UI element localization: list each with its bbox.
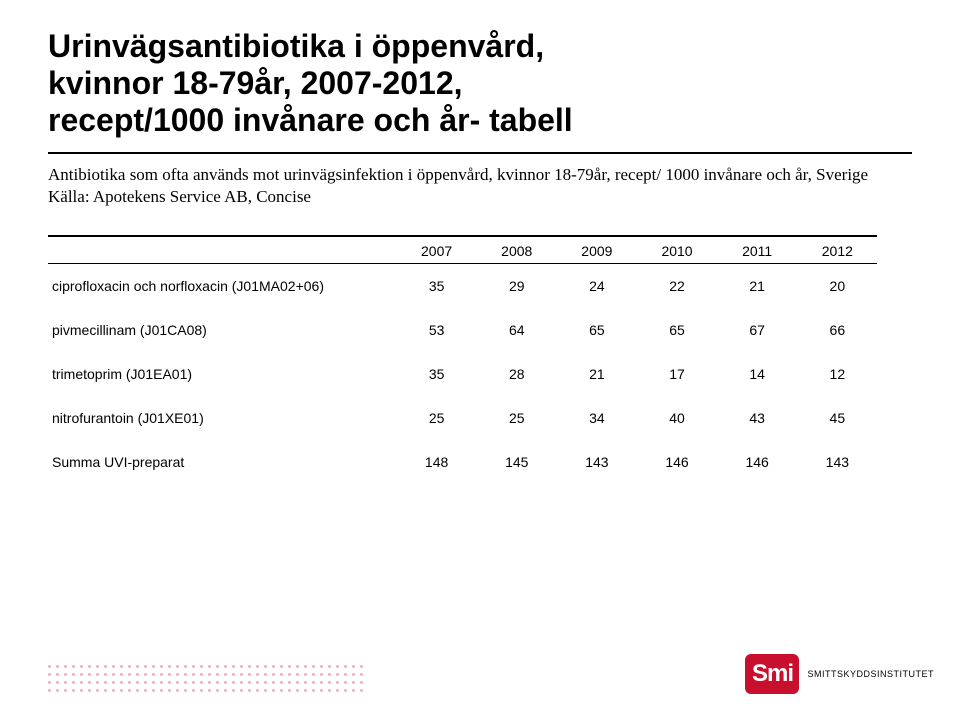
table-top-rule (48, 235, 877, 237)
subtitle-line-2: Källa: Apotekens Service AB, Concise (48, 186, 912, 207)
data-table-wrap: 2007 2008 2009 2010 2011 2012 ciprofloxa… (48, 235, 877, 484)
smi-logo-mark-text: Smi (752, 660, 793, 688)
row-label: nitrofurantoin (J01XE01) (48, 396, 397, 440)
table-row: trimetoprim (J01EA01) 35 28 21 17 14 12 (48, 352, 877, 396)
cell: 66 (797, 308, 877, 352)
cell: 22 (637, 263, 717, 308)
cell: 148 (397, 440, 477, 484)
data-table: 2007 2008 2009 2010 2011 2012 ciprofloxa… (48, 239, 877, 484)
cell: 143 (797, 440, 877, 484)
smi-logo-subtext: SMITTSKYDDSINSTITUTET (807, 669, 934, 679)
cell: 65 (637, 308, 717, 352)
cell: 12 (797, 352, 877, 396)
title-line-2: kvinnor 18-79år, 2007-2012, (48, 65, 912, 102)
slide-title: Urinvägsantibiotika i öppenvård, kvinnor… (48, 28, 912, 138)
cell: 35 (397, 352, 477, 396)
table-head: 2007 2008 2009 2010 2011 2012 (48, 239, 877, 264)
table-body: ciprofloxacin och norfloxacin (J01MA02+0… (48, 263, 877, 484)
subtitle-line-1: Antibiotika som ofta används mot urinväg… (48, 164, 912, 185)
cell: 29 (477, 263, 557, 308)
cell: 45 (797, 396, 877, 440)
cell: 21 (557, 352, 637, 396)
table-row: Summa UVI-preparat 148 145 143 146 146 1… (48, 440, 877, 484)
header-year-0: 2007 (397, 239, 477, 264)
title-line-1: Urinvägsantibiotika i öppenvård, (48, 28, 912, 65)
header-year-1: 2008 (477, 239, 557, 264)
cell: 25 (397, 396, 477, 440)
slide-footer: Smi SMITTSKYDDSINSTITUTET (0, 638, 960, 694)
table-row: ciprofloxacin och norfloxacin (J01MA02+0… (48, 263, 877, 308)
header-year-3: 2010 (637, 239, 717, 264)
cell: 65 (557, 308, 637, 352)
row-label: ciprofloxacin och norfloxacin (J01MA02+0… (48, 263, 397, 308)
cell: 20 (797, 263, 877, 308)
cell: 21 (717, 263, 797, 308)
header-year-4: 2011 (717, 239, 797, 264)
table-header-row: 2007 2008 2009 2010 2011 2012 (48, 239, 877, 264)
cell: 64 (477, 308, 557, 352)
cell: 25 (477, 396, 557, 440)
header-year-2: 2009 (557, 239, 637, 264)
cell: 143 (557, 440, 637, 484)
header-year-5: 2012 (797, 239, 877, 264)
cell: 43 (717, 396, 797, 440)
cell: 145 (477, 440, 557, 484)
smi-logo: Smi SMITTSKYDDSINSTITUTET (745, 654, 934, 694)
cell: 34 (557, 396, 637, 440)
cell: 35 (397, 263, 477, 308)
footer-dots-pattern (48, 665, 365, 694)
cell: 17 (637, 352, 717, 396)
title-line-3: recept/1000 invånare och år- tabell (48, 102, 912, 139)
title-divider (48, 152, 912, 154)
cell: 146 (717, 440, 797, 484)
subtitle-block: Antibiotika som ofta används mot urinväg… (48, 164, 912, 207)
cell: 14 (717, 352, 797, 396)
slide: Urinvägsantibiotika i öppenvård, kvinnor… (0, 0, 960, 704)
table-row: pivmecillinam (J01CA08) 53 64 65 65 67 6… (48, 308, 877, 352)
cell: 53 (397, 308, 477, 352)
header-blank (48, 239, 397, 264)
row-label: trimetoprim (J01EA01) (48, 352, 397, 396)
smi-logo-mark: Smi (745, 654, 799, 694)
row-label: Summa UVI-preparat (48, 440, 397, 484)
cell: 40 (637, 396, 717, 440)
cell: 67 (717, 308, 797, 352)
cell: 146 (637, 440, 717, 484)
cell: 28 (477, 352, 557, 396)
table-row: nitrofurantoin (J01XE01) 25 25 34 40 43 … (48, 396, 877, 440)
row-label: pivmecillinam (J01CA08) (48, 308, 397, 352)
cell: 24 (557, 263, 637, 308)
